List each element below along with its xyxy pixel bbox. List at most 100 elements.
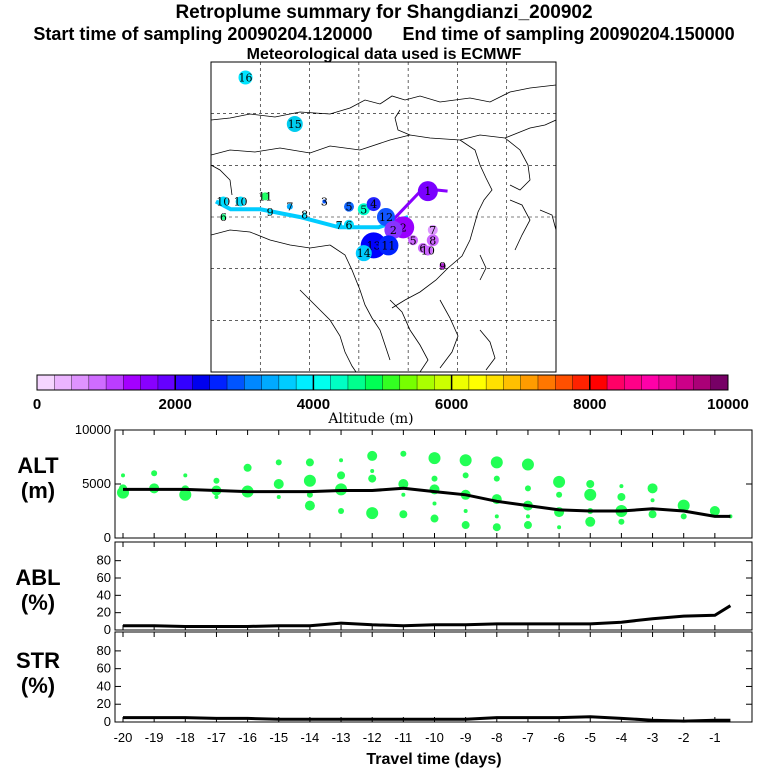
cluster-label: 11 xyxy=(381,239,395,252)
plume-cluster: 5 xyxy=(357,203,370,216)
colorbar-swatch xyxy=(296,375,314,390)
y-tick-label: 0 xyxy=(104,622,111,637)
cluster-marker xyxy=(417,181,438,202)
plume-cluster: 10 xyxy=(421,245,435,258)
scatter-point xyxy=(648,510,657,519)
scatter-point xyxy=(366,507,379,520)
cluster-label: 8 xyxy=(429,234,436,247)
panel-frame xyxy=(114,631,753,723)
colorbar-tick-label: 6000 xyxy=(435,396,468,413)
y-tick-label: 0 xyxy=(104,714,111,729)
colorbar-swatch xyxy=(347,375,366,390)
x-tick-label: -4 xyxy=(616,730,628,745)
colorbar-swatch xyxy=(658,375,677,390)
plume-cluster: 7 xyxy=(286,201,293,214)
scatter-point xyxy=(432,501,437,506)
colorbar-swatch xyxy=(106,375,124,390)
cluster-marker xyxy=(336,221,343,228)
colorbar-swatch xyxy=(365,375,383,390)
y-tick-label: 0 xyxy=(104,530,111,545)
colorbar-swatch xyxy=(175,375,193,390)
scatter-point xyxy=(584,488,597,501)
cluster-marker xyxy=(235,196,246,207)
scatter-point xyxy=(243,463,252,472)
start-time-label: Start time of sampling 20090204.120000 xyxy=(33,24,373,44)
colorbar-swatch xyxy=(209,375,228,390)
colorbar-swatch xyxy=(417,375,435,390)
y-tick-label: 5000 xyxy=(82,476,111,491)
colorbar-swatch xyxy=(503,375,522,390)
colorbar-swatch xyxy=(157,375,176,390)
colorbar-swatch xyxy=(537,375,556,390)
x-axis-title: Travel time (days) xyxy=(366,751,501,768)
colorbar-swatch xyxy=(244,375,263,390)
scatter-point xyxy=(431,475,438,482)
sampling-times: Start time of sampling 20090204.120000 E… xyxy=(0,24,768,45)
cluster-label: 1 xyxy=(424,185,431,198)
plume-cluster: 6 xyxy=(220,211,227,224)
scatter-point xyxy=(524,485,531,492)
cluster-marker xyxy=(220,214,227,220)
scatter-point xyxy=(304,500,315,511)
scatter-point xyxy=(650,498,655,503)
scatter-point xyxy=(557,525,562,530)
plume-cluster: 8 xyxy=(426,234,439,247)
x-tick-label: -5 xyxy=(584,730,596,745)
plume-cluster: 5 xyxy=(408,234,419,247)
cluster-label: 10 xyxy=(216,196,230,209)
colorbar-tick-label: 10000 xyxy=(707,396,749,413)
scatter-point xyxy=(521,458,534,471)
cluster-marker xyxy=(322,199,327,204)
colorbar-swatch xyxy=(313,375,332,390)
cluster-marker xyxy=(422,245,433,256)
scatter-point xyxy=(493,475,500,482)
x-tick-label: -16 xyxy=(238,730,257,745)
y-tick-label: 20 xyxy=(97,696,111,711)
series-line xyxy=(123,715,731,723)
cluster-marker xyxy=(344,219,354,230)
end-time-label: End time of sampling 20090204.150000 xyxy=(402,24,735,44)
colorbar-swatch xyxy=(261,375,280,390)
colorbar-label: Altitude (m) xyxy=(327,411,413,427)
y-tick-label: 80 xyxy=(97,553,111,568)
y-tick-label: 20 xyxy=(97,605,111,620)
map-grid xyxy=(211,62,556,372)
x-tick-label: -6 xyxy=(553,730,565,745)
cluster-label: 16 xyxy=(239,72,253,85)
cluster-marker xyxy=(261,192,270,201)
plume-cluster: 7 xyxy=(427,224,438,237)
cluster-label: 7 xyxy=(286,201,293,214)
colorbar-swatch xyxy=(37,375,55,390)
cluster-label: 5 xyxy=(360,203,367,216)
scatter-point xyxy=(553,475,566,488)
colorbar-swatch xyxy=(71,375,90,390)
cluster-label: 10 xyxy=(234,196,248,209)
scatter-point xyxy=(275,459,282,466)
altitude-colorbar xyxy=(36,374,729,391)
scatter-point xyxy=(462,472,469,479)
series-line xyxy=(123,604,732,628)
altitude-panel: 0 5000 10000 ALT(m) xyxy=(17,422,753,545)
cluster-marker xyxy=(286,116,303,132)
cluster-marker xyxy=(439,263,446,270)
scatter-point xyxy=(525,514,530,519)
colorbar-swatch xyxy=(399,375,418,390)
cluster-label: 5 xyxy=(346,201,353,214)
scatter-point xyxy=(677,499,690,512)
cluster-label: 9 xyxy=(439,260,446,273)
plume-cluster: 7 xyxy=(336,219,343,232)
trajectory-path xyxy=(214,199,409,230)
scatter-point xyxy=(273,479,284,489)
colorbar-swatch xyxy=(676,375,694,390)
scatter-point xyxy=(463,509,468,513)
colorbar-swatch xyxy=(589,375,608,390)
x-tick-label: -9 xyxy=(460,730,472,745)
cluster-marker xyxy=(344,201,354,212)
cluster-label: 2 xyxy=(400,221,407,234)
plume-cluster: 15 xyxy=(286,116,303,132)
cluster-marker xyxy=(408,235,419,246)
plume-cluster: 6 xyxy=(344,219,354,232)
y-axis-label: ALT xyxy=(17,453,59,478)
